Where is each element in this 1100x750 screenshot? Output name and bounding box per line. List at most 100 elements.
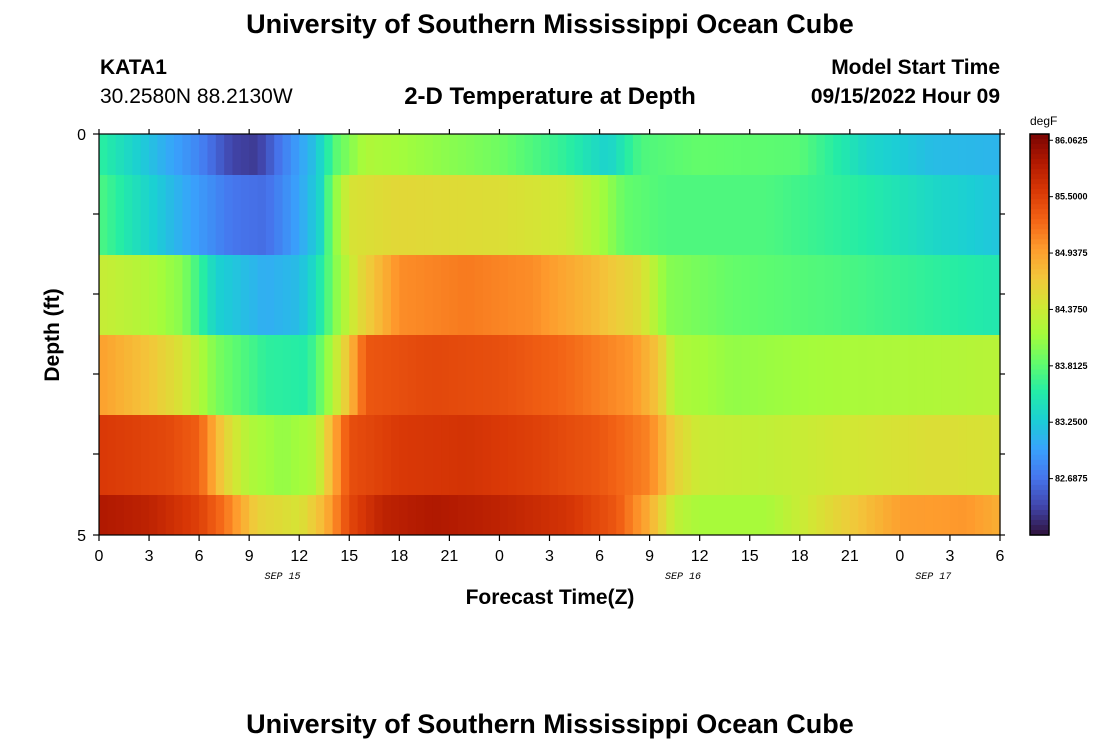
heatmap-cell — [908, 495, 918, 535]
heatmap-cell — [474, 255, 484, 335]
heatmap-cell — [916, 134, 926, 175]
heatmap-cell — [666, 255, 676, 335]
heatmap-cell — [457, 335, 467, 415]
heatmap-cell — [165, 175, 175, 255]
heatmap-cell — [174, 175, 184, 255]
heatmap-cell — [599, 175, 609, 255]
heatmap-cell — [991, 134, 1001, 175]
heatmap-cell — [899, 134, 909, 175]
heatmap-cell — [849, 335, 859, 415]
heatmap-cell — [482, 335, 492, 415]
heatmap-cell — [324, 255, 334, 335]
colorbar-strip — [1030, 174, 1049, 180]
colorbar-strip — [1030, 374, 1049, 381]
colorbar-strip — [1030, 229, 1049, 235]
colorbar-strip — [1030, 219, 1049, 225]
heatmap-cell — [808, 415, 818, 495]
heatmap-cell — [99, 335, 108, 415]
heatmap-cell — [507, 415, 517, 495]
heatmap-cell — [382, 335, 392, 415]
heatmap-cell — [165, 415, 175, 495]
heatmap-cell — [983, 415, 993, 495]
heatmap-cell — [132, 175, 142, 255]
heatmap-cell — [632, 415, 642, 495]
colorbar-strip — [1030, 179, 1049, 185]
heatmap-cell — [249, 335, 259, 415]
heatmap-cell — [124, 175, 133, 255]
heatmap-cell — [933, 495, 943, 535]
heatmap-cell — [190, 255, 200, 335]
heatmap-cell — [290, 495, 300, 535]
heatmap-cell — [716, 175, 726, 255]
heatmap-cell — [774, 255, 784, 335]
heatmap-cell — [549, 495, 559, 535]
heatmap-cell — [924, 415, 934, 495]
heatmap-cell — [557, 175, 567, 255]
heatmap-cell — [224, 255, 234, 335]
heatmap-cell — [833, 335, 843, 415]
heatmap-cell — [432, 415, 442, 495]
heatmap-cell — [724, 495, 734, 535]
heatmap-cell — [758, 134, 767, 175]
heatmap-cell — [199, 495, 209, 535]
heatmap-cell — [474, 134, 484, 175]
heatmap-cell — [649, 335, 659, 415]
heatmap-cell — [416, 255, 425, 335]
colorbar-tick-label: 85.5000 — [1055, 192, 1088, 202]
colorbar-strip — [1030, 354, 1049, 361]
heatmap-cell — [224, 175, 234, 255]
heatmap-cell — [974, 175, 984, 255]
colorbar-strip — [1030, 244, 1049, 250]
chart-title: University of Southern Mississippi Ocean… — [246, 9, 854, 39]
heatmap-cell — [691, 335, 701, 415]
heatmap-cell — [582, 415, 592, 495]
heatmap-cell — [124, 495, 133, 535]
heatmap-cell — [724, 134, 734, 175]
heatmap-cells — [99, 134, 1001, 535]
heatmap-cell — [624, 255, 634, 335]
heatmap-cell — [824, 495, 834, 535]
heatmap-cell — [958, 255, 968, 335]
colorbar-strip — [1030, 484, 1049, 491]
heatmap-cell — [149, 175, 158, 255]
heatmap-cell — [449, 335, 459, 415]
heatmap-cell — [207, 415, 217, 495]
colorbar-frame — [1029, 133, 1050, 536]
heatmap-cell — [299, 134, 309, 175]
heatmap-cell — [240, 495, 250, 535]
heatmap-cell — [149, 415, 158, 495]
heatmap-cell — [849, 495, 859, 535]
heatmap-cell — [874, 495, 884, 535]
colorbar-strip — [1030, 324, 1049, 331]
heatmap-cell — [332, 175, 342, 255]
heatmap-cell — [591, 175, 601, 255]
heatmap-cell — [541, 495, 551, 535]
heatmap-cell — [708, 495, 717, 535]
heatmap-cell — [783, 175, 793, 255]
heatmap-cell — [891, 175, 901, 255]
heatmap-cell — [224, 134, 234, 175]
heatmap-cell — [524, 134, 534, 175]
heatmap-cell — [949, 255, 959, 335]
heatmap-cell — [232, 335, 242, 415]
heatmap-cell — [616, 335, 626, 415]
heatmap-cell — [215, 255, 225, 335]
heatmap-cell — [324, 335, 334, 415]
heatmap-cell — [432, 255, 442, 335]
heatmap-cell — [307, 134, 317, 175]
heatmap-cell — [190, 415, 200, 495]
heatmap-cell — [749, 134, 759, 175]
heatmap-cell — [424, 495, 434, 535]
heatmap-cell — [157, 495, 167, 535]
colorbar-strip — [1030, 289, 1049, 295]
colorbar-strip — [1030, 404, 1049, 411]
heatmap-cell — [632, 175, 642, 255]
colorbar-tick-label: 84.9375 — [1055, 248, 1088, 258]
heatmap-cell — [899, 255, 909, 335]
heatmap-cell — [641, 335, 651, 415]
heatmap-cell — [265, 495, 275, 535]
colorbar: 86.0625 85.5000 84.9375 84.3750 83.8125 83.25… — [1029, 133, 1088, 536]
heatmap-cell — [908, 134, 918, 175]
heatmap-cell — [115, 415, 125, 495]
heatmap-cell — [124, 415, 133, 495]
